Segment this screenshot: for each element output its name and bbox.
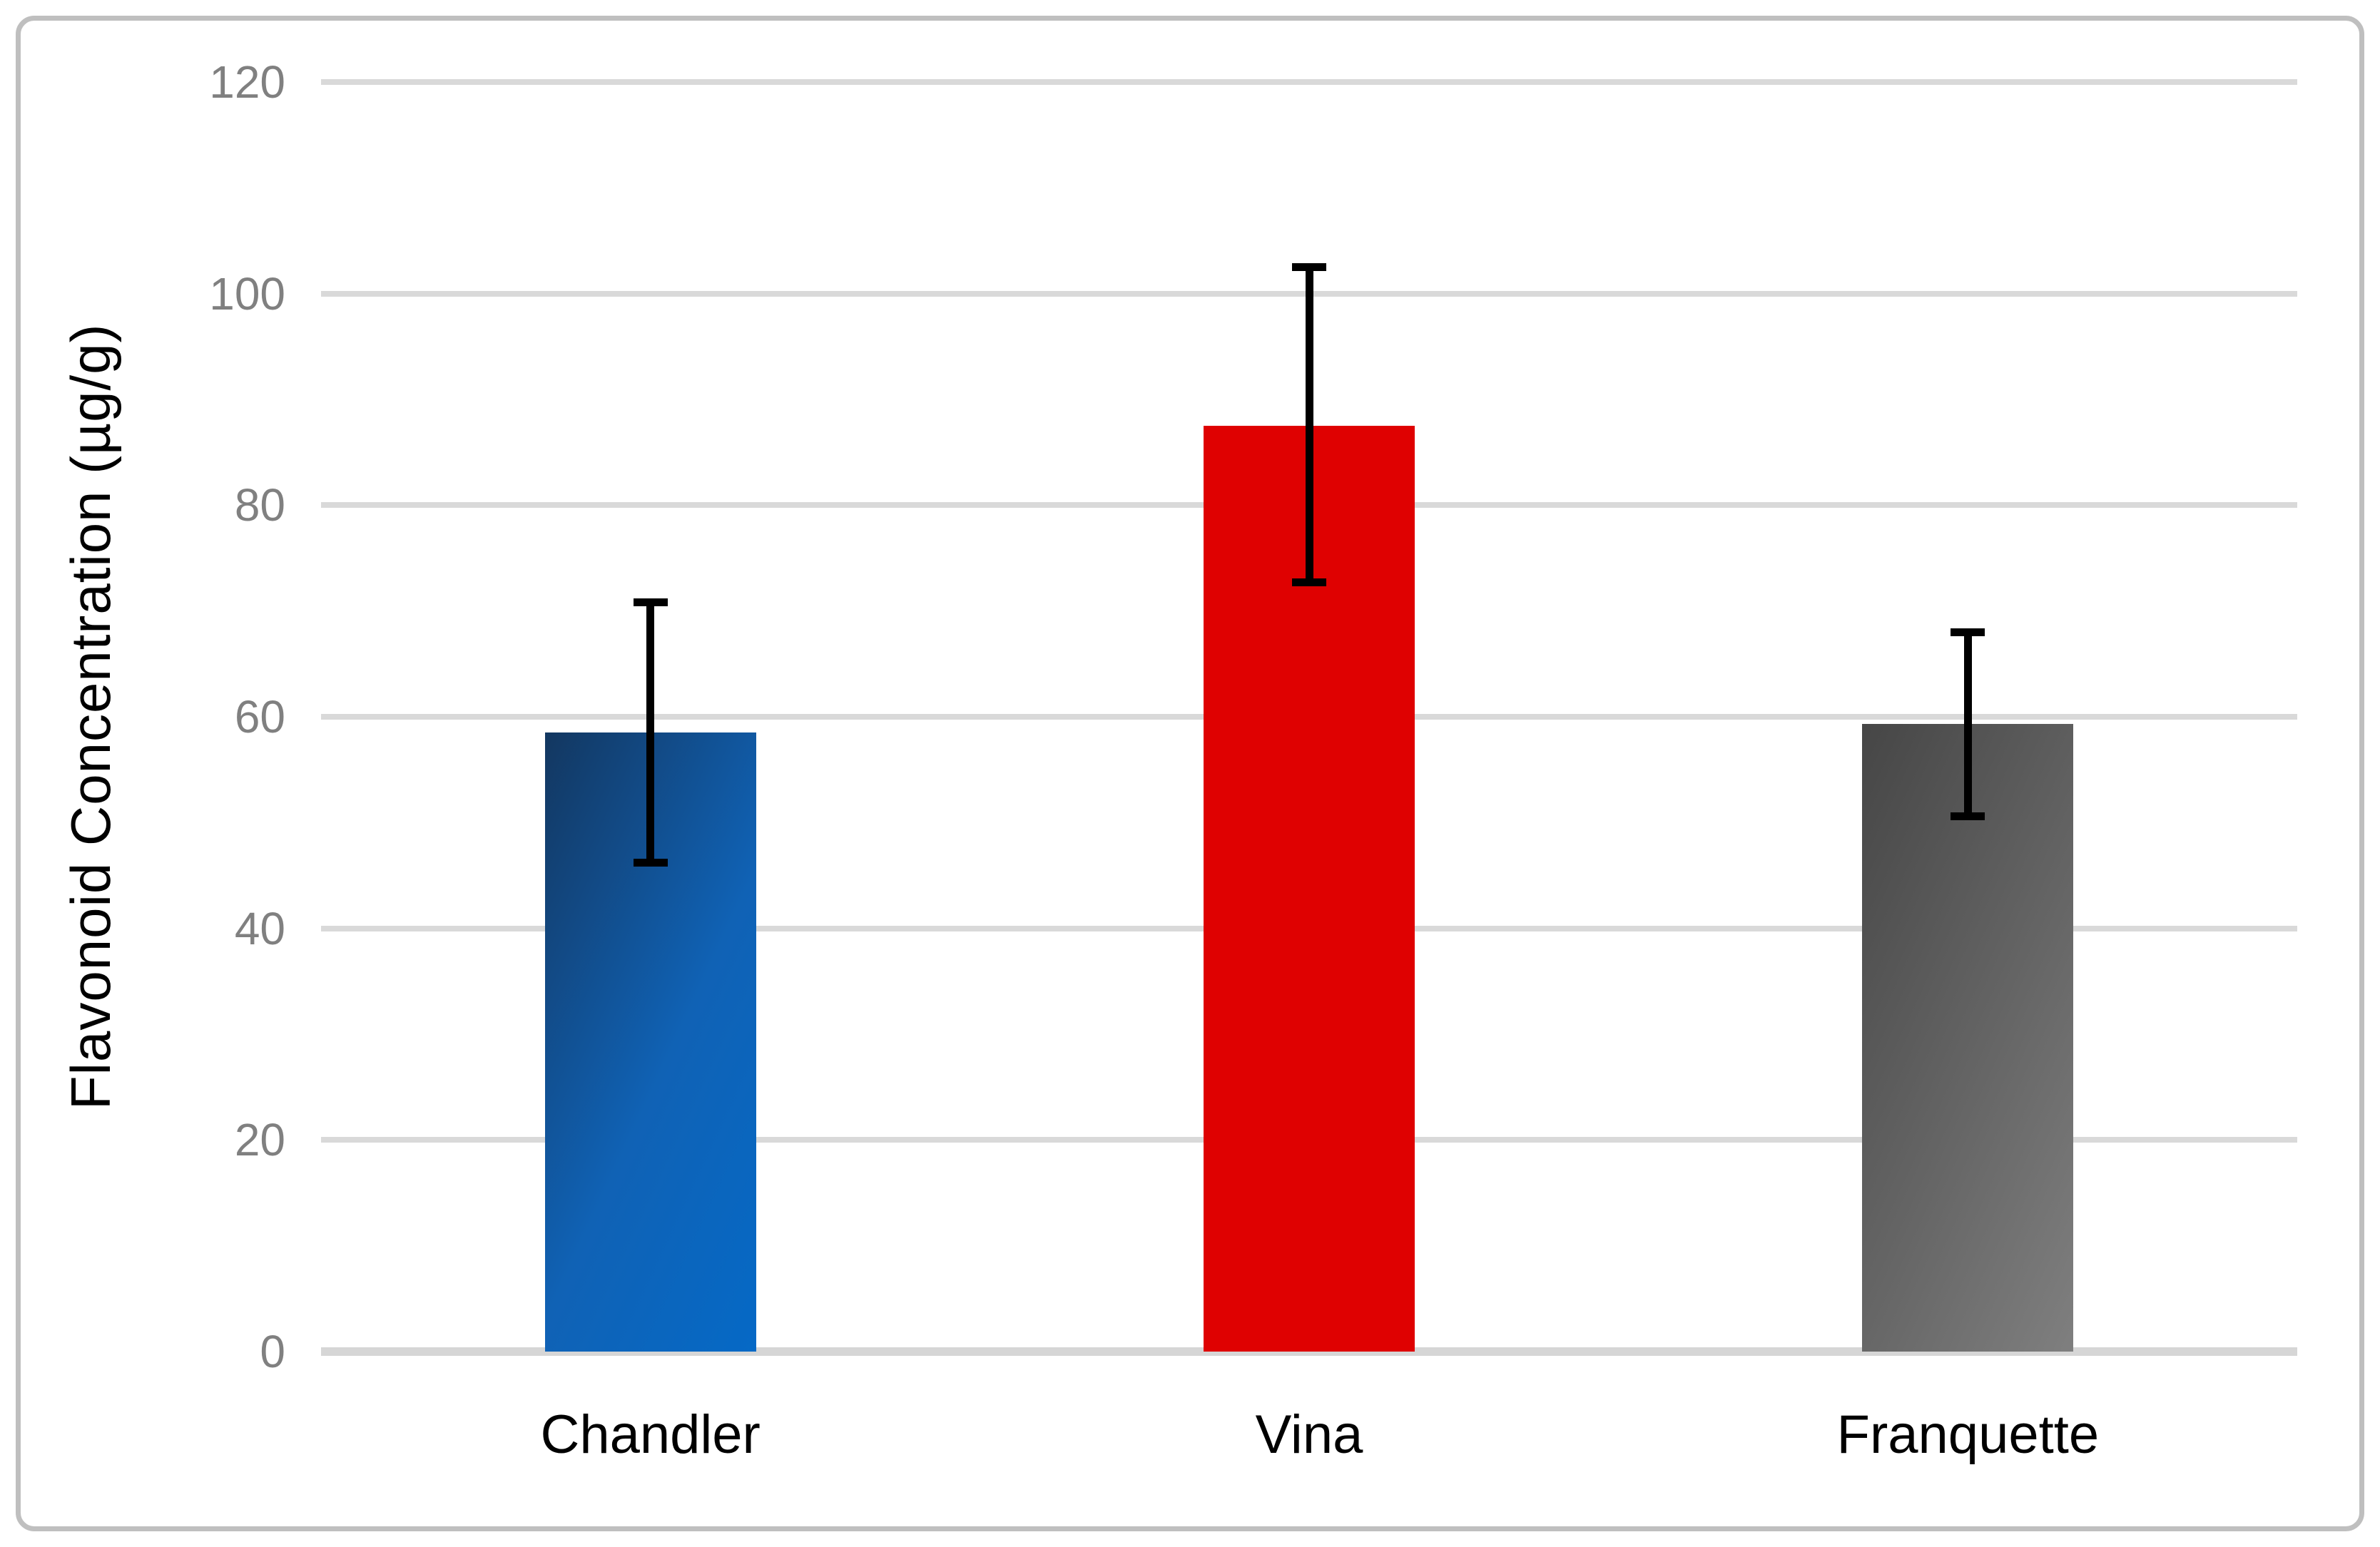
- error-bar-cap: [1951, 812, 1985, 820]
- gridline: [321, 79, 2297, 85]
- y-tick-label: 100: [209, 267, 285, 320]
- y-tick-label: 80: [234, 479, 285, 531]
- error-bar-cap: [1951, 628, 1985, 636]
- y-tick-label: 60: [234, 691, 285, 742]
- x-axis-line: [321, 1347, 2297, 1356]
- error-bar-line: [1305, 267, 1313, 583]
- y-axis-title: Flavonoid Concentration (µg/g): [59, 323, 122, 1111]
- y-tick-label: 40: [234, 902, 285, 954]
- x-category-label: Vina: [1255, 1404, 1363, 1465]
- bar-franquette: [1862, 724, 2074, 1352]
- x-category-label: Chandler: [540, 1404, 761, 1465]
- y-tick-label: 120: [209, 56, 285, 108]
- y-tick-label: 20: [234, 1114, 285, 1166]
- error-bar-cap: [633, 598, 668, 607]
- error-bar-line: [646, 602, 655, 863]
- error-bar-cap: [633, 859, 668, 867]
- y-tick-label: 0: [260, 1326, 285, 1377]
- error-bar-line: [1963, 632, 1972, 817]
- error-bar-cap: [1292, 578, 1326, 587]
- x-category-label: Franquette: [1836, 1404, 2100, 1465]
- error-bar-cap: [1292, 263, 1326, 272]
